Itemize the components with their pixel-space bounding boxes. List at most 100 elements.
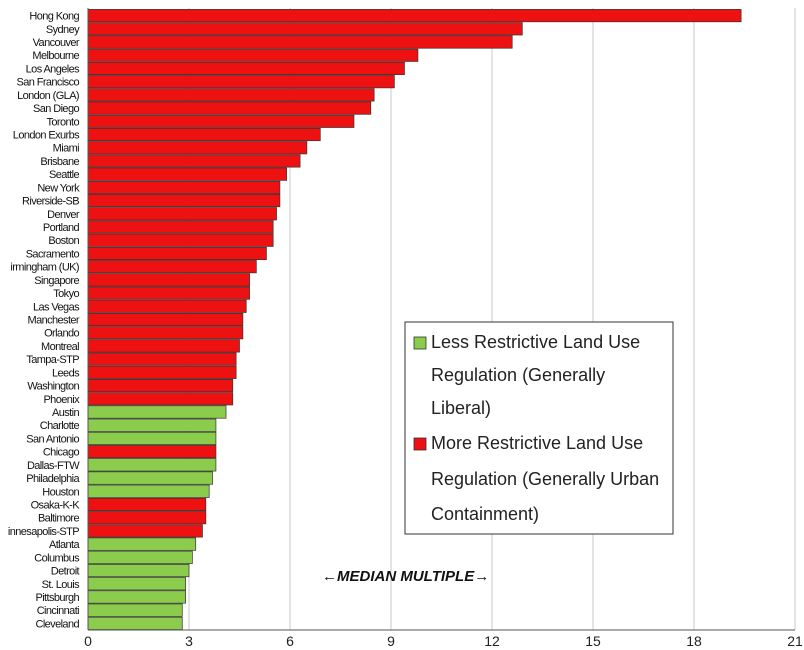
bar-toronto [87, 114, 355, 128]
bar-austin [87, 405, 227, 419]
category-label: New York [37, 182, 80, 194]
bar-manchester [87, 312, 244, 327]
x-tick-label: 18 [686, 633, 702, 649]
bar-houston [87, 484, 210, 498]
bar-san-francisco [87, 75, 395, 89]
bar-new-york [87, 180, 281, 194]
bar-osaka-k-k [87, 497, 207, 512]
category-label: Houston [42, 486, 79, 498]
x-tick-label: 15 [585, 633, 601, 649]
category-label: Sydney [46, 24, 80, 36]
category-label: Phoenix [43, 394, 80, 406]
category-label: Osaka-K-K [31, 499, 81, 511]
bar-detroit [87, 563, 190, 578]
bar-boston [87, 233, 274, 247]
legend-more-line-2: Regulation (Generally Urban [431, 469, 659, 489]
category-label: Miami [53, 143, 79, 155]
legend-more-line-3: Containment) [431, 504, 539, 524]
category-label: London Exurbs [13, 130, 80, 142]
category-label: Charlotte [40, 420, 80, 432]
bar-atlanta [87, 537, 197, 551]
bar-dallas-ftw [87, 458, 217, 472]
bar-orlando [87, 326, 244, 340]
category-label: Philadelphia [26, 473, 80, 485]
bar-riverside-sb [87, 194, 281, 208]
category-label: Seattle [49, 169, 80, 181]
bar-san-antonio [87, 431, 217, 445]
category-label: Cleveland [35, 618, 79, 630]
bar-cleveland [87, 616, 183, 630]
bar-montreal [87, 339, 240, 353]
x-tick-label: 3 [185, 633, 193, 649]
bar-sacramento [87, 246, 267, 260]
bar-st-louis [87, 577, 186, 591]
category-label: Dallas-FTW [27, 460, 80, 472]
category-label: Austin [52, 407, 79, 419]
category-label: St. Louis [42, 579, 81, 591]
bar-chicago [87, 445, 217, 459]
category-label: Tampa-STP [26, 354, 79, 366]
category-label: Boston [48, 235, 79, 247]
bar-los-angeles [87, 61, 405, 76]
bar-seattle [87, 167, 287, 181]
bar-pittsburgh [87, 590, 186, 604]
legend-less-line-2: Regulation (Generally [431, 365, 605, 385]
category-label: Riverside-SB [22, 196, 79, 208]
category-label: London (GLA) [17, 90, 79, 102]
category-label: San Diego [33, 103, 79, 115]
bar-hong-kong [87, 9, 742, 23]
category-label: irmingham (UK) [10, 262, 79, 274]
category-label: Singapore [34, 275, 79, 287]
x-tick-label: 6 [286, 633, 294, 649]
category-label: Tokyo [53, 288, 79, 300]
bar-tokyo [87, 286, 250, 300]
bar-miami [87, 141, 308, 155]
category-label: Washington [27, 381, 79, 393]
category-label: Las Vegas [33, 301, 80, 313]
bar-singapore [87, 273, 250, 287]
legend: Less Restrictive Land Use Regulation (Ge… [404, 321, 674, 535]
bar-tampa-stp [87, 352, 237, 366]
bar-london-gla [87, 88, 375, 102]
bars [87, 9, 742, 630]
bar-vancouver [87, 35, 513, 49]
category-label: San Antonio [26, 433, 79, 445]
bar-san-diego [87, 101, 372, 115]
category-label: Hong Kong [29, 11, 79, 23]
category-label: Chicago [43, 447, 80, 459]
category-label: Detroit [51, 566, 80, 578]
bar-baltimore [87, 511, 207, 525]
category-label: Melbourne [32, 50, 79, 62]
category-label: Leeds [52, 367, 80, 379]
category-label: Sacramento [26, 248, 80, 260]
bar-philadelphia [87, 471, 213, 485]
bar-brisbane [87, 154, 301, 168]
x-tick-label: 9 [387, 633, 395, 649]
bar-cincinnati [87, 603, 183, 617]
bar-melbourne [87, 48, 419, 62]
category-label: Baltimore [38, 513, 80, 525]
x-tick-labels: 0 3 6 9 12 15 18 21 [84, 633, 803, 649]
legend-box [404, 321, 674, 535]
bar-birmingham-uk [87, 260, 257, 274]
bar-charlotte [87, 418, 217, 432]
category-label: Columbus [34, 552, 80, 564]
bar-portland [87, 220, 274, 234]
bar-london-exurbs [87, 127, 321, 142]
category-label: Los Angeles [26, 63, 80, 75]
legend-swatch-less [413, 336, 427, 350]
legend-less-line-1: Less Restrictive Land Use [431, 332, 640, 352]
category-label: Montreal [41, 341, 79, 353]
x-tick-label: 12 [484, 633, 500, 649]
category-label: Vancouver [33, 37, 80, 49]
category-label: Brisbane [40, 156, 79, 168]
legend-swatch-more [413, 437, 427, 451]
category-label: Manchester [28, 315, 80, 327]
category-label: Denver [47, 209, 80, 221]
bar-minneapolis-stp [87, 524, 203, 538]
bar-washington [87, 379, 234, 393]
legend-more-line-1: More Restrictive Land Use [431, 433, 643, 453]
axes [87, 8, 795, 631]
